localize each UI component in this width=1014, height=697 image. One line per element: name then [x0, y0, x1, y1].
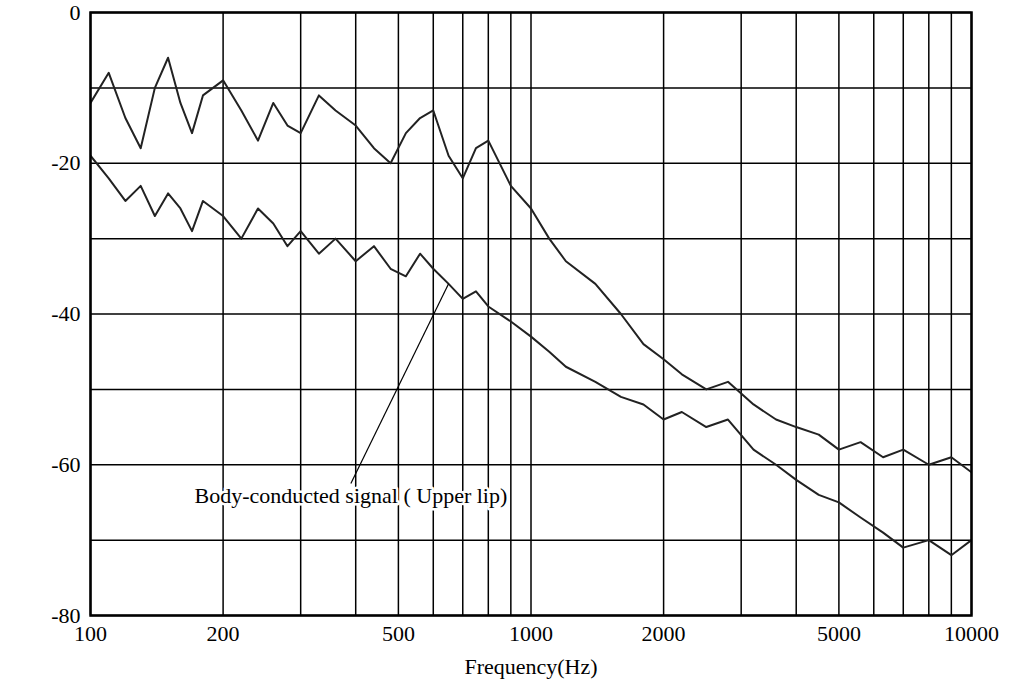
svg-text:-20: -20	[51, 150, 80, 175]
svg-text:-60: -60	[51, 452, 80, 477]
svg-text:1000: 1000	[509, 621, 553, 646]
svg-text:200: 200	[207, 621, 240, 646]
svg-text:0: 0	[70, 0, 81, 25]
svg-text:10000: 10000	[944, 621, 999, 646]
svg-text:Body-conducted signal ( Upper: Body-conducted signal ( Upper lip)	[194, 483, 507, 508]
svg-text:Frequency(Hz): Frequency(Hz)	[464, 654, 597, 679]
svg-text:-80: -80	[51, 603, 80, 628]
svg-text:-40: -40	[51, 301, 80, 326]
svg-text:100: 100	[74, 621, 107, 647]
svg-text:500: 500	[382, 621, 415, 646]
svg-text:5000: 5000	[817, 621, 861, 646]
svg-text:2000: 2000	[642, 621, 686, 646]
